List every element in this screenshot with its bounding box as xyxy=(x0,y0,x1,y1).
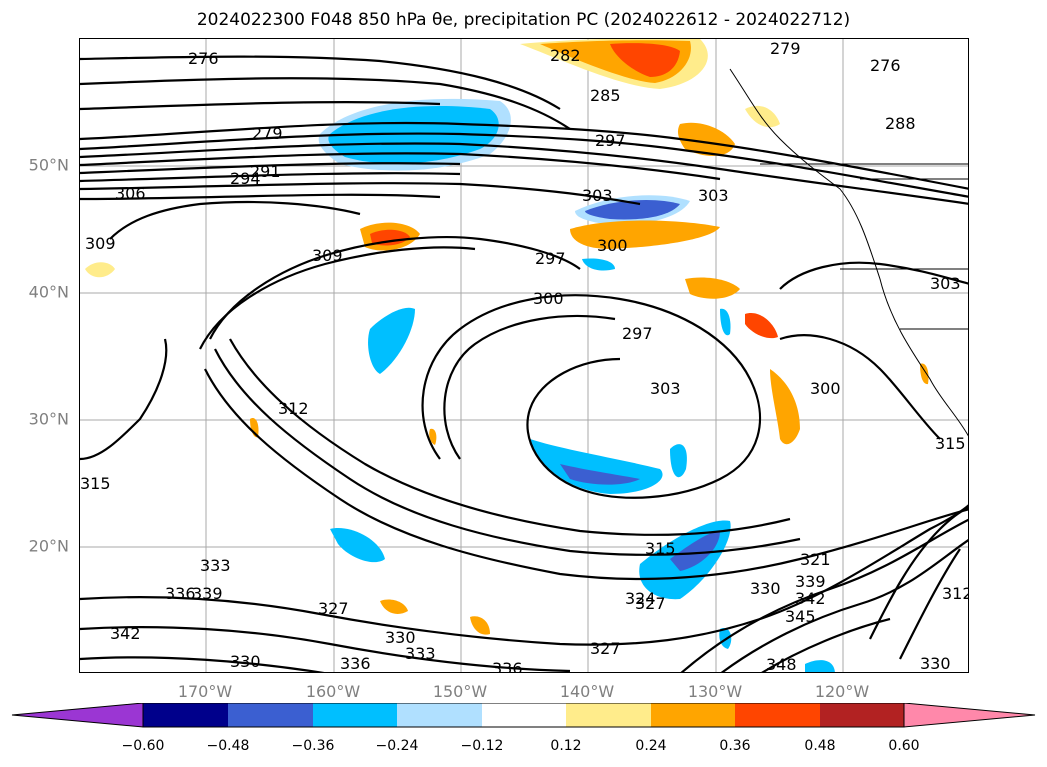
contour-label: 276 xyxy=(188,49,219,68)
contour-label: 303 xyxy=(698,186,729,205)
latitude-label: 40°N xyxy=(28,282,69,302)
contour-label: 309 xyxy=(312,246,343,265)
colorbar-bin xyxy=(566,703,651,727)
contour-label: 327 xyxy=(635,594,666,613)
colorbar xyxy=(11,703,1036,728)
contour-label: 345 xyxy=(785,607,816,626)
colorbar-tick-label: 0.48 xyxy=(804,738,836,754)
contour-label: 333 xyxy=(200,556,231,575)
precip-positive xyxy=(85,39,929,635)
colorbar-bin xyxy=(820,703,904,727)
contour-label: 294 xyxy=(230,169,261,188)
contour-label: 333 xyxy=(405,644,436,663)
contour-label: 288 xyxy=(885,114,916,133)
coastlines xyxy=(729,68,968,437)
contour-label: 330 xyxy=(385,628,416,647)
colorbar-tick-label: −0.36 xyxy=(291,738,335,754)
contour-label: 327 xyxy=(590,639,621,658)
colorbar-bin xyxy=(143,703,228,727)
contour-label: 309 xyxy=(85,234,116,253)
contour-label: 285 xyxy=(590,86,621,105)
contour-label: 342 xyxy=(110,624,141,643)
contour-label: 279 xyxy=(252,124,283,143)
map-canvas: 276 276 279 279 282 285 288 291 294 297 … xyxy=(80,39,969,673)
colorbar-tick-label: 0.24 xyxy=(635,738,667,754)
contour-label: 300 xyxy=(597,236,628,255)
colorbar-bin xyxy=(735,703,820,727)
longitude-label: 140°W xyxy=(559,682,615,701)
contour-label: 336 xyxy=(340,654,371,673)
colorbar-tick-label: −0.12 xyxy=(460,738,504,754)
longitude-label: 160°W xyxy=(305,682,361,701)
contour-label: 279 xyxy=(770,39,801,58)
contour-label: 312 xyxy=(278,399,309,418)
contour-label: 348 xyxy=(766,655,797,673)
colorbar-tick-label: 0.12 xyxy=(550,738,582,754)
contour-label: 297 xyxy=(595,131,626,150)
longitude-label: 130°W xyxy=(687,682,743,701)
contour-label: 327 xyxy=(318,599,349,618)
contour-label: 315 xyxy=(935,434,966,453)
contour-label: 303 xyxy=(930,274,961,293)
colorbar-tick-label: −0.48 xyxy=(206,738,250,754)
latitude-label: 50°N xyxy=(28,155,69,175)
contour-labels: 276 276 279 279 282 285 288 291 294 297 … xyxy=(80,39,969,673)
contour-label: 330 xyxy=(230,652,261,671)
colorbar-frame xyxy=(142,703,905,728)
contour-label: 339 xyxy=(795,572,826,591)
contour-label: 303 xyxy=(582,186,613,205)
colorbar-bin xyxy=(651,703,735,727)
latitude-label: 30°N xyxy=(28,409,69,429)
colorbar-bin xyxy=(228,703,313,727)
colorbar-tick-label: −0.24 xyxy=(375,738,419,754)
contour-label: 315 xyxy=(645,539,676,558)
contour-label: 336 xyxy=(492,659,523,673)
contour-label: 303 xyxy=(650,379,681,398)
graticule xyxy=(80,39,968,672)
longitude-label: 150°W xyxy=(432,682,488,701)
colorbar-bin xyxy=(397,703,482,727)
contour-label: 297 xyxy=(535,249,566,268)
contour-label: 315 xyxy=(80,474,111,493)
theta-e-contours xyxy=(80,55,968,672)
colorbar-extend-low xyxy=(11,703,144,728)
contour-label: 324 xyxy=(625,589,656,608)
contour-label: 300 xyxy=(533,289,564,308)
contour-label: 330 xyxy=(750,579,781,598)
longitude-label: 170°W xyxy=(177,682,233,701)
map-title: 2024022300 F048 850 hPa θe, precipitatio… xyxy=(196,10,851,30)
latitude-label: 20°N xyxy=(28,536,69,556)
colorbar-bin xyxy=(482,703,566,727)
longitude-label: 120°W xyxy=(814,682,870,701)
contour-label: 297 xyxy=(622,324,653,343)
contour-label: 339 xyxy=(192,584,223,603)
contour-label: 312 xyxy=(942,584,969,603)
colorbar-tick-label: −0.60 xyxy=(121,738,165,754)
contour-label: 342 xyxy=(795,589,826,608)
contour-label: 330 xyxy=(920,654,951,673)
contour-label: 300 xyxy=(810,379,841,398)
contour-label: 291 xyxy=(250,162,281,181)
contour-label: 321 xyxy=(800,550,831,569)
colorbar-tick-label: 0.36 xyxy=(719,738,751,754)
map-panel: 276 276 279 279 282 285 288 291 294 297 … xyxy=(79,38,969,673)
contour-label: 276 xyxy=(870,56,901,75)
contour-label: 282 xyxy=(550,46,581,65)
contour-label: 306 xyxy=(115,184,146,203)
contour-label: 336 xyxy=(165,584,196,603)
colorbar-tick-label: 0.60 xyxy=(888,738,920,754)
colorbar-extend-high xyxy=(903,703,1036,728)
colorbar-bin xyxy=(313,703,397,727)
